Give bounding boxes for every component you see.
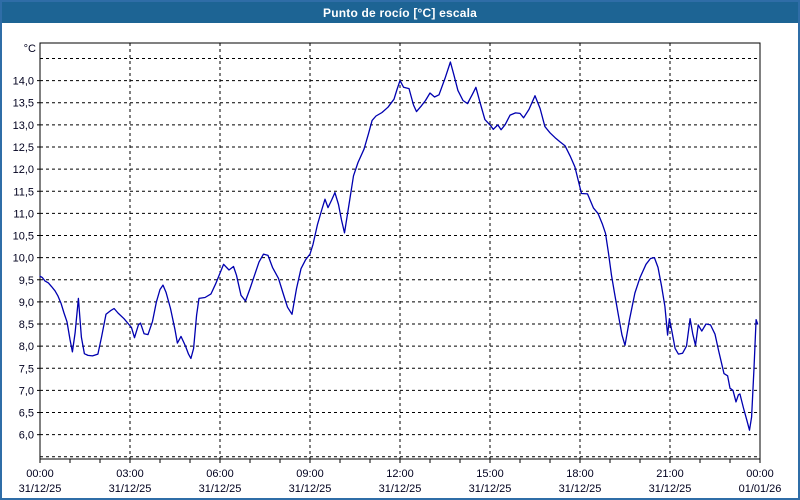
x-tick-date-label: 31/12/25 — [649, 483, 692, 495]
y-tick-label: 7,0 — [19, 385, 34, 397]
y-tick-label: 7,5 — [19, 363, 34, 375]
y-tick-label: 13,0 — [13, 120, 34, 132]
x-tick-time-label: 18:00 — [566, 468, 594, 480]
x-tick-date-label: 31/12/25 — [379, 483, 422, 495]
plot-frame — [39, 42, 761, 460]
y-tick-label: 10,5 — [13, 231, 34, 243]
x-tick-time-label: 15:00 — [476, 468, 504, 480]
x-tick-time-label: 00:00 — [26, 468, 54, 480]
y-tick-label: 6,0 — [19, 430, 34, 442]
y-tick-label: 14,0 — [13, 76, 34, 88]
y-tick-label: 13,5 — [13, 98, 34, 110]
x-tick-time-label: 06:00 — [206, 468, 234, 480]
y-tick-label: 10,0 — [13, 253, 34, 265]
y-tick-label: 9,5 — [19, 275, 34, 287]
y-tick-label: 11,0 — [13, 208, 34, 220]
y-tick-label: 11,5 — [13, 186, 34, 198]
x-tick-time-label: 03:00 — [116, 468, 144, 480]
chart-area: 14,0 13,5 13,0 12,5 12,0 11,5 11,0 10,5 10,0 9,5 9… — [2, 23, 798, 498]
y-tick-label: 9,0 — [19, 297, 34, 309]
x-tick-date-label: 01/01/26 — [739, 483, 782, 495]
y-axis-unit-label: °C — [24, 43, 36, 55]
x-tick-time-label: 12:00 — [386, 468, 414, 480]
chart-title: Punto de rocío [°C] escala — [322, 5, 478, 20]
x-tick-date-label: 31/12/25 — [109, 483, 152, 495]
y-tick-label: 12,5 — [13, 142, 34, 154]
dewpoint-line-chart: 14,0 13,5 13,0 12,5 12,0 11,5 11,0 10,5 10,0 9,5 9… — [13, 42, 782, 495]
dewpoint-series-line — [39, 61, 759, 431]
y-tick-label: 8,0 — [19, 341, 34, 353]
y-tick-label: 6,5 — [19, 408, 34, 420]
x-tick-date-label: 31/12/25 — [469, 483, 512, 495]
y-tick-label: 12,0 — [13, 164, 34, 176]
x-tick-time-label: 00:00 — [746, 468, 774, 480]
x-tick-date-label: 31/12/25 — [289, 483, 332, 495]
x-tick-date-label: 31/12/25 — [19, 483, 62, 495]
y-tick-label: 8,5 — [19, 319, 34, 331]
title-bar: Punto de rocío [°C] escala — [2, 2, 798, 23]
x-tick-date-label: 31/12/25 — [199, 483, 242, 495]
x-tick-time-label: 09:00 — [296, 468, 324, 480]
x-tick-time-label: 21:00 — [656, 468, 684, 480]
x-tick-date-label: 31/12/25 — [559, 483, 602, 495]
